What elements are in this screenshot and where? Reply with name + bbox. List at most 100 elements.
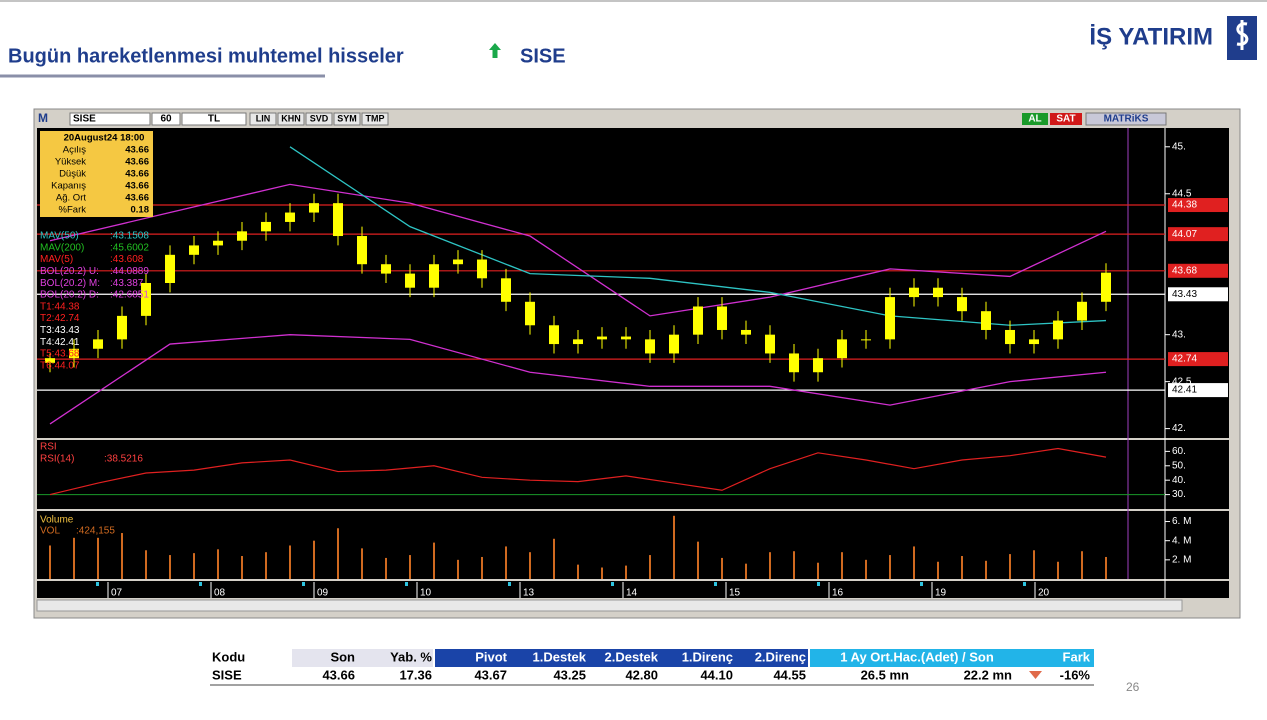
level-box (1168, 263, 1228, 278)
candle-body (1029, 339, 1039, 345)
candle-body (597, 336, 607, 340)
buy-button[interactable] (1022, 113, 1048, 125)
candle-body (189, 245, 199, 255)
rsi-tick-label: 40. (1172, 475, 1186, 486)
legend-value: :44.0889 (110, 266, 149, 277)
logo-text: İŞ YATIRIM (1089, 23, 1213, 50)
info-label: %Fark (59, 205, 87, 216)
candle-body (1005, 329, 1015, 345)
ticker: SISE (520, 45, 566, 67)
volume-bar (817, 562, 819, 579)
legend-name: BOL(20.2) D: (40, 290, 99, 301)
info-label: Düşük (59, 169, 86, 180)
date-axis (37, 581, 1229, 598)
row-cell: -16% (1060, 667, 1091, 682)
y-tick-label: 42.5 (1172, 376, 1192, 387)
candle-body (621, 336, 631, 340)
volume-bar (1009, 554, 1011, 579)
legend-value: :42.6851 (110, 290, 149, 301)
header-cell: 2.Destek (605, 649, 659, 664)
volume-bar (697, 541, 699, 579)
candle-body (69, 348, 79, 359)
legend-name: BOL(20.2) U: (40, 266, 99, 277)
toolbar-button-label: LIN (256, 113, 271, 123)
currency-box[interactable] (181, 112, 247, 126)
volume-bar (985, 560, 987, 579)
legend-name: T6:44.07 (40, 360, 80, 371)
row-cell: SISE (212, 667, 242, 682)
volume-pane (37, 511, 1229, 579)
buy-label: AL (1028, 114, 1041, 125)
volume-tick-label: 6. M (1172, 516, 1191, 527)
date-label: 07 (111, 588, 123, 599)
toolbar-button-label: TMP (366, 113, 385, 123)
toolbar-button-label: KHN (281, 113, 301, 123)
volume-bar (385, 557, 387, 579)
rsi-title: RSI (40, 442, 57, 453)
toolbar-button[interactable] (249, 112, 277, 126)
volume-bar (841, 552, 843, 579)
volume-bar (49, 545, 51, 579)
date-marker (714, 582, 717, 586)
toolbar-button[interactable] (333, 112, 361, 126)
level-label: 44.38 (1172, 200, 1197, 211)
volume-bar (625, 565, 627, 579)
header-cell: 1.Destek (533, 649, 587, 664)
legend-name: T1:44.38 (40, 301, 80, 312)
toolbar-button[interactable] (305, 112, 333, 126)
nav-buttons[interactable] (1186, 598, 1228, 612)
legend-value: :43.387 (110, 278, 144, 289)
period-box[interactable] (151, 112, 181, 126)
candle-body (669, 334, 679, 354)
symbol-box[interactable] (69, 112, 151, 126)
candle-body (549, 325, 559, 345)
rsi-value: :38.5216 (104, 454, 143, 465)
toolbar-logo: M (38, 111, 48, 125)
date-marker (1023, 582, 1026, 586)
legend-name: T5:43.68 (40, 349, 80, 360)
rsi-line (49, 447, 1107, 496)
header-gray (292, 649, 433, 667)
info-label: Kapanış (51, 181, 86, 192)
info-value: 43.66 (125, 157, 149, 168)
info-value: 43.66 (125, 181, 149, 192)
volume-bar (481, 556, 483, 579)
volume-bar (289, 545, 291, 579)
candle-body (645, 339, 655, 354)
scrollbar[interactable] (36, 599, 1183, 612)
candle-body (117, 315, 127, 340)
date-label: 09 (317, 588, 329, 599)
volume-bar (505, 546, 507, 579)
info-value: 43.66 (125, 193, 149, 204)
candle-body (141, 283, 151, 316)
candle-body (285, 212, 295, 222)
date-marker (817, 582, 820, 586)
candle-body (837, 339, 847, 359)
header-blue (435, 649, 808, 667)
candle-body (357, 236, 367, 265)
toolbar-button[interactable] (277, 112, 305, 126)
row-cell: 43.25 (553, 667, 586, 682)
header-cell: Kodu (212, 649, 245, 664)
candle-body (861, 339, 871, 341)
legend-name: MAV(200) (40, 242, 84, 253)
header-cell: 2.Direnç (755, 649, 806, 664)
toolbar-button[interactable] (361, 112, 389, 126)
volume-bar (745, 563, 747, 579)
toolbar-buttons: LIN KHN SVD SYM TMP (249, 112, 389, 126)
candle-body (789, 353, 799, 373)
date-marker (508, 582, 511, 586)
level-label: 43.68 (1172, 265, 1197, 276)
volume-bar (145, 550, 147, 579)
volume-bar (601, 567, 603, 579)
volume-bar (913, 546, 915, 579)
sell-button[interactable] (1050, 113, 1082, 125)
info-label: Ağ. Ort (56, 193, 86, 204)
row-cell: 22.2 mn (964, 667, 1012, 682)
volume-bar (169, 555, 171, 579)
candle-body (957, 297, 967, 312)
volume-tick-label: 2. M (1172, 554, 1191, 565)
logo-mark (1236, 20, 1249, 50)
volume-value: :424,155 (76, 526, 115, 537)
date-marker (920, 582, 923, 586)
